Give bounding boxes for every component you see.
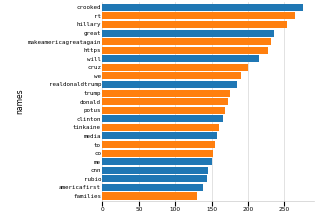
Bar <box>102 4 303 11</box>
Bar <box>102 132 218 140</box>
Bar <box>102 124 219 131</box>
Bar <box>102 98 228 105</box>
Bar <box>102 21 287 28</box>
Bar <box>102 167 208 174</box>
Bar <box>102 38 271 45</box>
Bar <box>102 115 223 122</box>
Y-axis label: names: names <box>16 89 25 114</box>
Bar <box>102 175 206 182</box>
Bar <box>102 72 241 79</box>
Bar <box>102 81 237 88</box>
Bar <box>102 64 248 71</box>
Bar <box>102 30 274 37</box>
Bar <box>102 107 225 114</box>
Bar <box>102 55 259 62</box>
Bar <box>102 141 215 148</box>
Bar <box>102 12 295 19</box>
Bar <box>102 193 197 199</box>
Bar <box>102 184 203 191</box>
Bar <box>102 158 212 165</box>
Bar <box>102 150 213 157</box>
Bar <box>102 89 230 97</box>
Bar <box>102 47 268 54</box>
